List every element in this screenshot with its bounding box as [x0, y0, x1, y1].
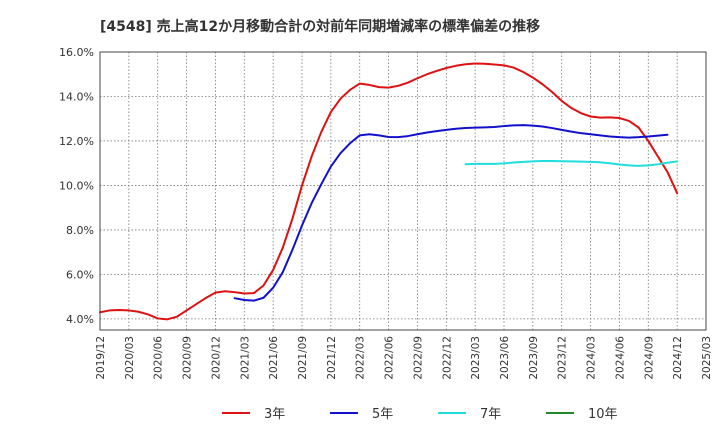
series-line-7年: [464, 159, 679, 167]
x-tick-label: 2024/03: [586, 336, 598, 380]
x-tick-label: 2025/03: [701, 336, 713, 380]
x-tick-label: 2021/06: [268, 336, 280, 380]
legend-label-5年: 5年: [372, 407, 393, 422]
y-tick-label: 16.0%: [59, 46, 94, 59]
grid-layer: [100, 51, 706, 330]
y-tick-label: 10.0%: [59, 179, 94, 192]
x-tick-label: 2024/09: [643, 336, 655, 380]
x-tick-label: 2023/09: [528, 336, 540, 380]
x-tick-label: 2020/03: [124, 336, 136, 380]
x-tick-label: 2021/09: [297, 336, 309, 380]
y-tick-label: 4.0%: [66, 313, 94, 326]
y-tick-label: 6.0%: [66, 268, 94, 281]
series-layer: [99, 62, 679, 321]
y-tick-label: 14.0%: [59, 90, 94, 103]
x-tick-label: 2023/06: [499, 336, 511, 380]
x-tick-label: 2024/12: [672, 336, 684, 380]
legend-label-3年: 3年: [264, 407, 285, 422]
x-tick-label: 2022/12: [441, 336, 453, 380]
x-tick-label: 2023/03: [470, 336, 482, 380]
x-tick-label: 2024/06: [614, 336, 626, 380]
x-tick-label: 2022/03: [355, 336, 367, 380]
y-tick-label: 8.0%: [66, 224, 94, 237]
y-tick-label: 12.0%: [59, 135, 94, 148]
x-tick-label: 2020/09: [182, 336, 194, 380]
x-tick-label: 2021/12: [326, 336, 338, 380]
series-line-3年: [99, 62, 679, 321]
x-tick-label: 2022/09: [412, 336, 424, 380]
x-tick-label: 2021/03: [239, 336, 251, 380]
chart-title: [4548] 売上高12か月移動合計の対前年同期増減率の標準偏差の推移: [100, 18, 540, 35]
plot-area-frame: [99, 51, 707, 331]
x-tick-label: 2020/12: [210, 336, 222, 380]
x-tick-label: 2019/12: [95, 336, 107, 380]
legend: 3年 5年 7年 10年: [222, 407, 618, 422]
x-tick-label: 2023/12: [557, 336, 569, 380]
series-line-5年: [233, 124, 669, 302]
legend-label-7年: 7年: [480, 407, 501, 422]
x-tick-label: 2020/06: [153, 336, 165, 380]
legend-label-10年: 10年: [588, 407, 618, 422]
x-tick-label: 2022/06: [384, 336, 396, 380]
axis-layer: 4.0% 6.0% 8.0% 10.0% 12.0% 14.0% 16.0% 2019/12 2…: [59, 46, 713, 380]
